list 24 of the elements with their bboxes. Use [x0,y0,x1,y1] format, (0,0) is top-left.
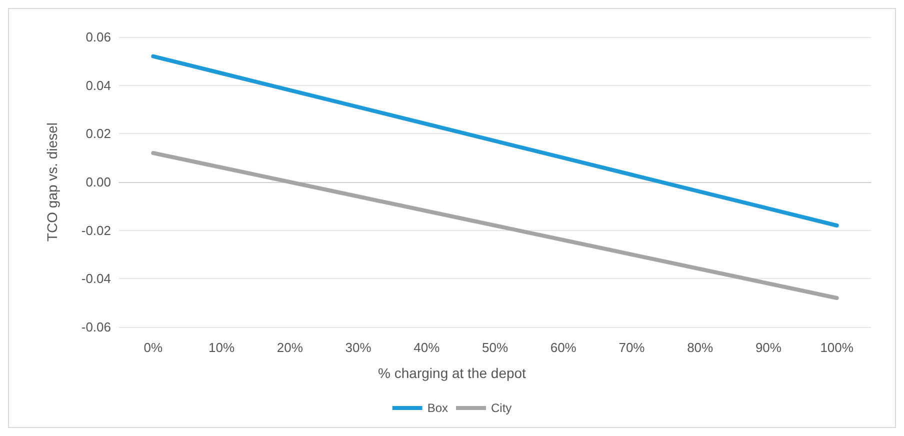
y-tick-label: 0.00 [86,174,111,190]
x-tick-label: 10% [208,340,235,355]
y-tick-label: -0.04 [81,271,111,286]
x-tick-label: 80% [687,340,714,355]
legend-label: Box [427,401,448,415]
y-axis-title: TCO gap vs. diesel [44,122,60,242]
line-series [151,54,839,228]
x-tick-label: 40% [414,340,440,355]
x-tick-label: 30% [345,340,372,355]
line-series [151,151,839,300]
y-tick-label: 0.02 [86,126,111,142]
y-tick-label: -0.06 [81,320,111,334]
x-tick-label: 60% [550,340,577,355]
x-tick-label: 0% [144,340,164,355]
x-tick-label: 90% [755,340,782,355]
y-tick-label: 0.04 [86,78,111,93]
y-tick-label: 0.06 [86,30,111,44]
legend-label: City [491,401,512,415]
x-tick-label: 20% [276,340,304,355]
x-tick-label: 70% [618,340,646,355]
x-tick-label: 50% [482,340,508,355]
x-tick-label: 100% [820,340,854,355]
x-axis-title: % charging at the depot [378,365,526,381]
y-tick-label: -0.02 [81,222,111,238]
